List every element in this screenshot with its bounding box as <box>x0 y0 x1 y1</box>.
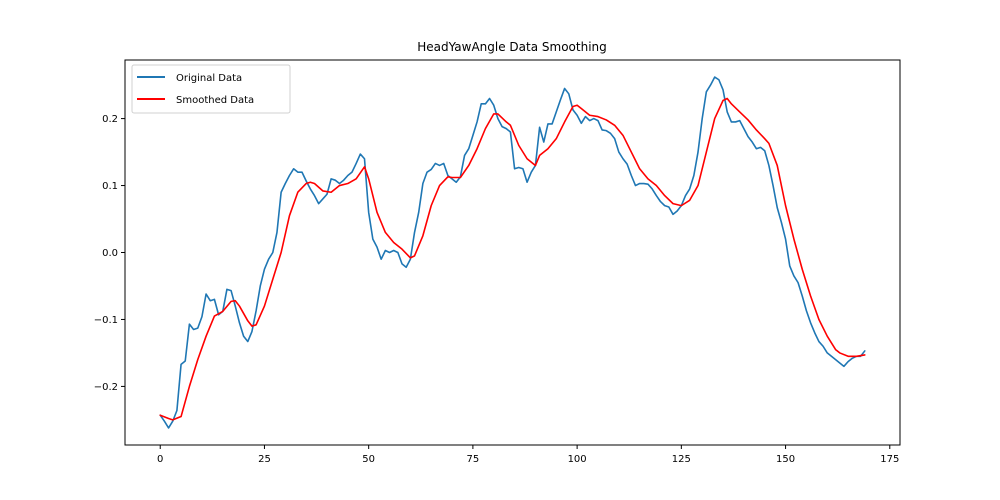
x-tick-label: 25 <box>258 454 271 465</box>
y-tick-label: −0.2 <box>94 382 118 393</box>
legend-label-smoothed: Smoothed Data <box>176 95 254 106</box>
axis-ticks: 0 25 50 75 100 125 150 175 −0.2 −0.1 0.0 0.1 0.2 <box>94 114 900 465</box>
x-tick-label: 125 <box>672 454 691 465</box>
series-line-original <box>159 76 866 429</box>
y-tick-label: −0.1 <box>94 315 118 326</box>
y-tick-label: 0.1 <box>102 181 118 192</box>
chart-title: HeadYawAngle Data Smoothing <box>417 40 607 54</box>
x-tick-label: 75 <box>467 454 480 465</box>
legend-box <box>131 64 291 114</box>
y-tick-label: 0.2 <box>102 114 118 125</box>
legend: Original Data Smoothed Data <box>131 64 291 114</box>
plot-frame <box>124 59 901 446</box>
x-tick-label: 175 <box>880 454 899 465</box>
series-lines <box>159 76 866 429</box>
x-tick-label: 50 <box>362 454 375 465</box>
legend-label-original: Original Data <box>176 73 242 84</box>
x-tick-label: 150 <box>776 454 795 465</box>
x-tick-label: 100 <box>568 454 587 465</box>
series-line-smoothed <box>159 97 866 421</box>
y-tick-label: 0.0 <box>102 248 118 259</box>
x-tick-label: 0 <box>157 454 163 465</box>
